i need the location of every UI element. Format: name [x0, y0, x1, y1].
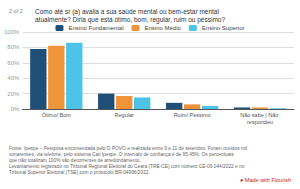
- svg-text:Não sabe | Não: Não sabe | Não: [240, 112, 280, 118]
- svg-text:0%: 0%: [11, 106, 20, 112]
- svg-text:sonarenses, via telefone, pelo: sonarenses, via telefone, pelo sistema C…: [9, 152, 235, 157]
- svg-text:Como até sr (a) avalia a sua s: Como até sr (a) avalia a sua saúde menta…: [35, 8, 221, 16]
- svg-text:atualmente? Diria que está óti: atualmente? Diria que está ótimo, bom, r…: [35, 16, 225, 24]
- svg-text:20%: 20%: [7, 91, 20, 97]
- svg-text:Regular: Regular: [115, 112, 134, 118]
- svg-text:Ensino Médio: Ensino Médio: [144, 25, 181, 31]
- svg-text:que não totalizam 100% são dec: que não totalizam 100% são decorrentes d…: [9, 158, 141, 163]
- svg-text:40%: 40%: [7, 75, 20, 81]
- svg-text:Ensino Fundamental: Ensino Fundamental: [68, 25, 123, 31]
- svg-text:● Made with Flourish: ● Made with Flourish: [240, 177, 291, 183]
- svg-text:Ensino Superior: Ensino Superior: [202, 25, 245, 31]
- svg-text:Ruim/ Péssimo: Ruim/ Péssimo: [174, 112, 211, 118]
- svg-text:60%: 60%: [7, 60, 20, 66]
- svg-text:Ótimo/ Bom: Ótimo/ Bom: [42, 112, 71, 118]
- svg-text:2 of 2: 2 of 2: [9, 8, 23, 14]
- svg-text:100%: 100%: [4, 29, 20, 35]
- svg-text:Tribunal Superior Eleitoral (T: Tribunal Superior Eleitoral (TSE) com o …: [9, 170, 150, 175]
- svg-text:Levantamento registrado no Tri: Levantamento registrado no Tribunal Regi…: [9, 164, 246, 169]
- svg-text:respondeu: respondeu: [247, 119, 273, 125]
- svg-text:Fonte: Ipespe – Pesquisa encom: Fonte: Ipespe – Pesquisa encomendada pel…: [9, 146, 248, 151]
- svg-text:80%: 80%: [7, 44, 20, 50]
